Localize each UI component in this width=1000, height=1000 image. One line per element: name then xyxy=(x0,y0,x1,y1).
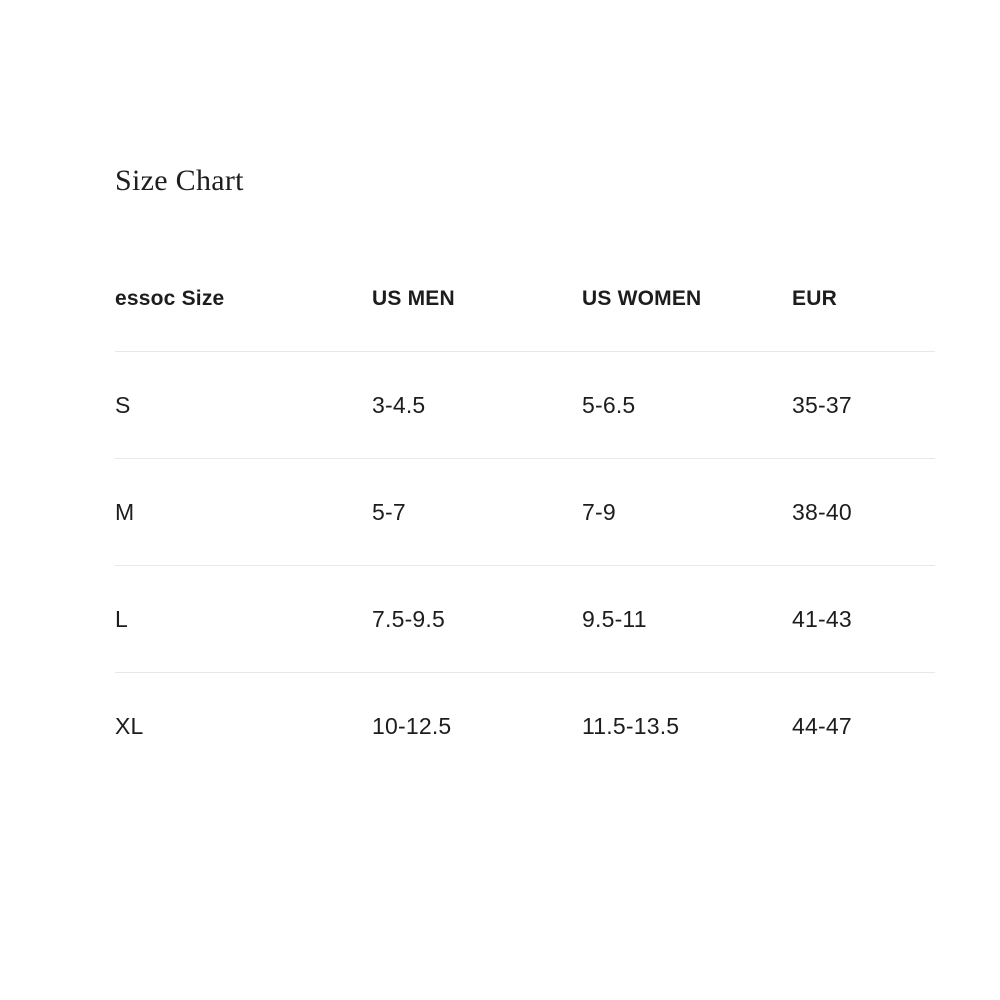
column-header-size: essoc Size xyxy=(115,286,225,310)
table-row-s: S 3-4.5 5-6.5 35-37 xyxy=(115,352,935,459)
table-row-m: M 5-7 7-9 38-40 xyxy=(115,459,935,566)
cell-us-men: 10-12.5 xyxy=(372,713,452,739)
cell-us-women: 9.5-11 xyxy=(582,605,647,632)
size-chart-table: essoc Size US MEN US WOMEN EUR S 3-4.5 5… xyxy=(115,246,935,780)
cell-size: XL xyxy=(115,713,144,739)
cell-us-men: 3-4.5 xyxy=(372,391,426,418)
table-row-xl: XL 10-12.5 11.5-13.5 44-47 xyxy=(115,673,935,780)
cell-eur: 44-47 xyxy=(792,713,852,739)
cell-us-women: 7-9 xyxy=(582,498,616,525)
cell-eur: 35-37 xyxy=(792,391,852,418)
cell-eur: 41-43 xyxy=(792,605,852,632)
column-header-eur: EUR xyxy=(792,286,837,310)
cell-size: M xyxy=(115,498,135,525)
cell-us-men: 7.5-9.5 xyxy=(372,605,446,632)
column-header-us-men: US MEN xyxy=(372,286,455,310)
cell-size: S xyxy=(115,391,131,418)
cell-us-women: 11.5-13.5 xyxy=(582,713,680,739)
cell-us-men: 5-7 xyxy=(372,498,406,525)
column-header-us-women: US WOMEN xyxy=(582,286,702,310)
table-row-l: L 7.5-9.5 9.5-11 41-43 xyxy=(115,566,935,673)
cell-us-women: 5-6.5 xyxy=(582,391,636,418)
cell-size: L xyxy=(115,605,128,632)
page-title: Size Chart xyxy=(115,164,244,197)
table-header-row: essoc Size US MEN US WOMEN EUR xyxy=(115,246,935,352)
cell-eur: 38-40 xyxy=(792,498,852,525)
